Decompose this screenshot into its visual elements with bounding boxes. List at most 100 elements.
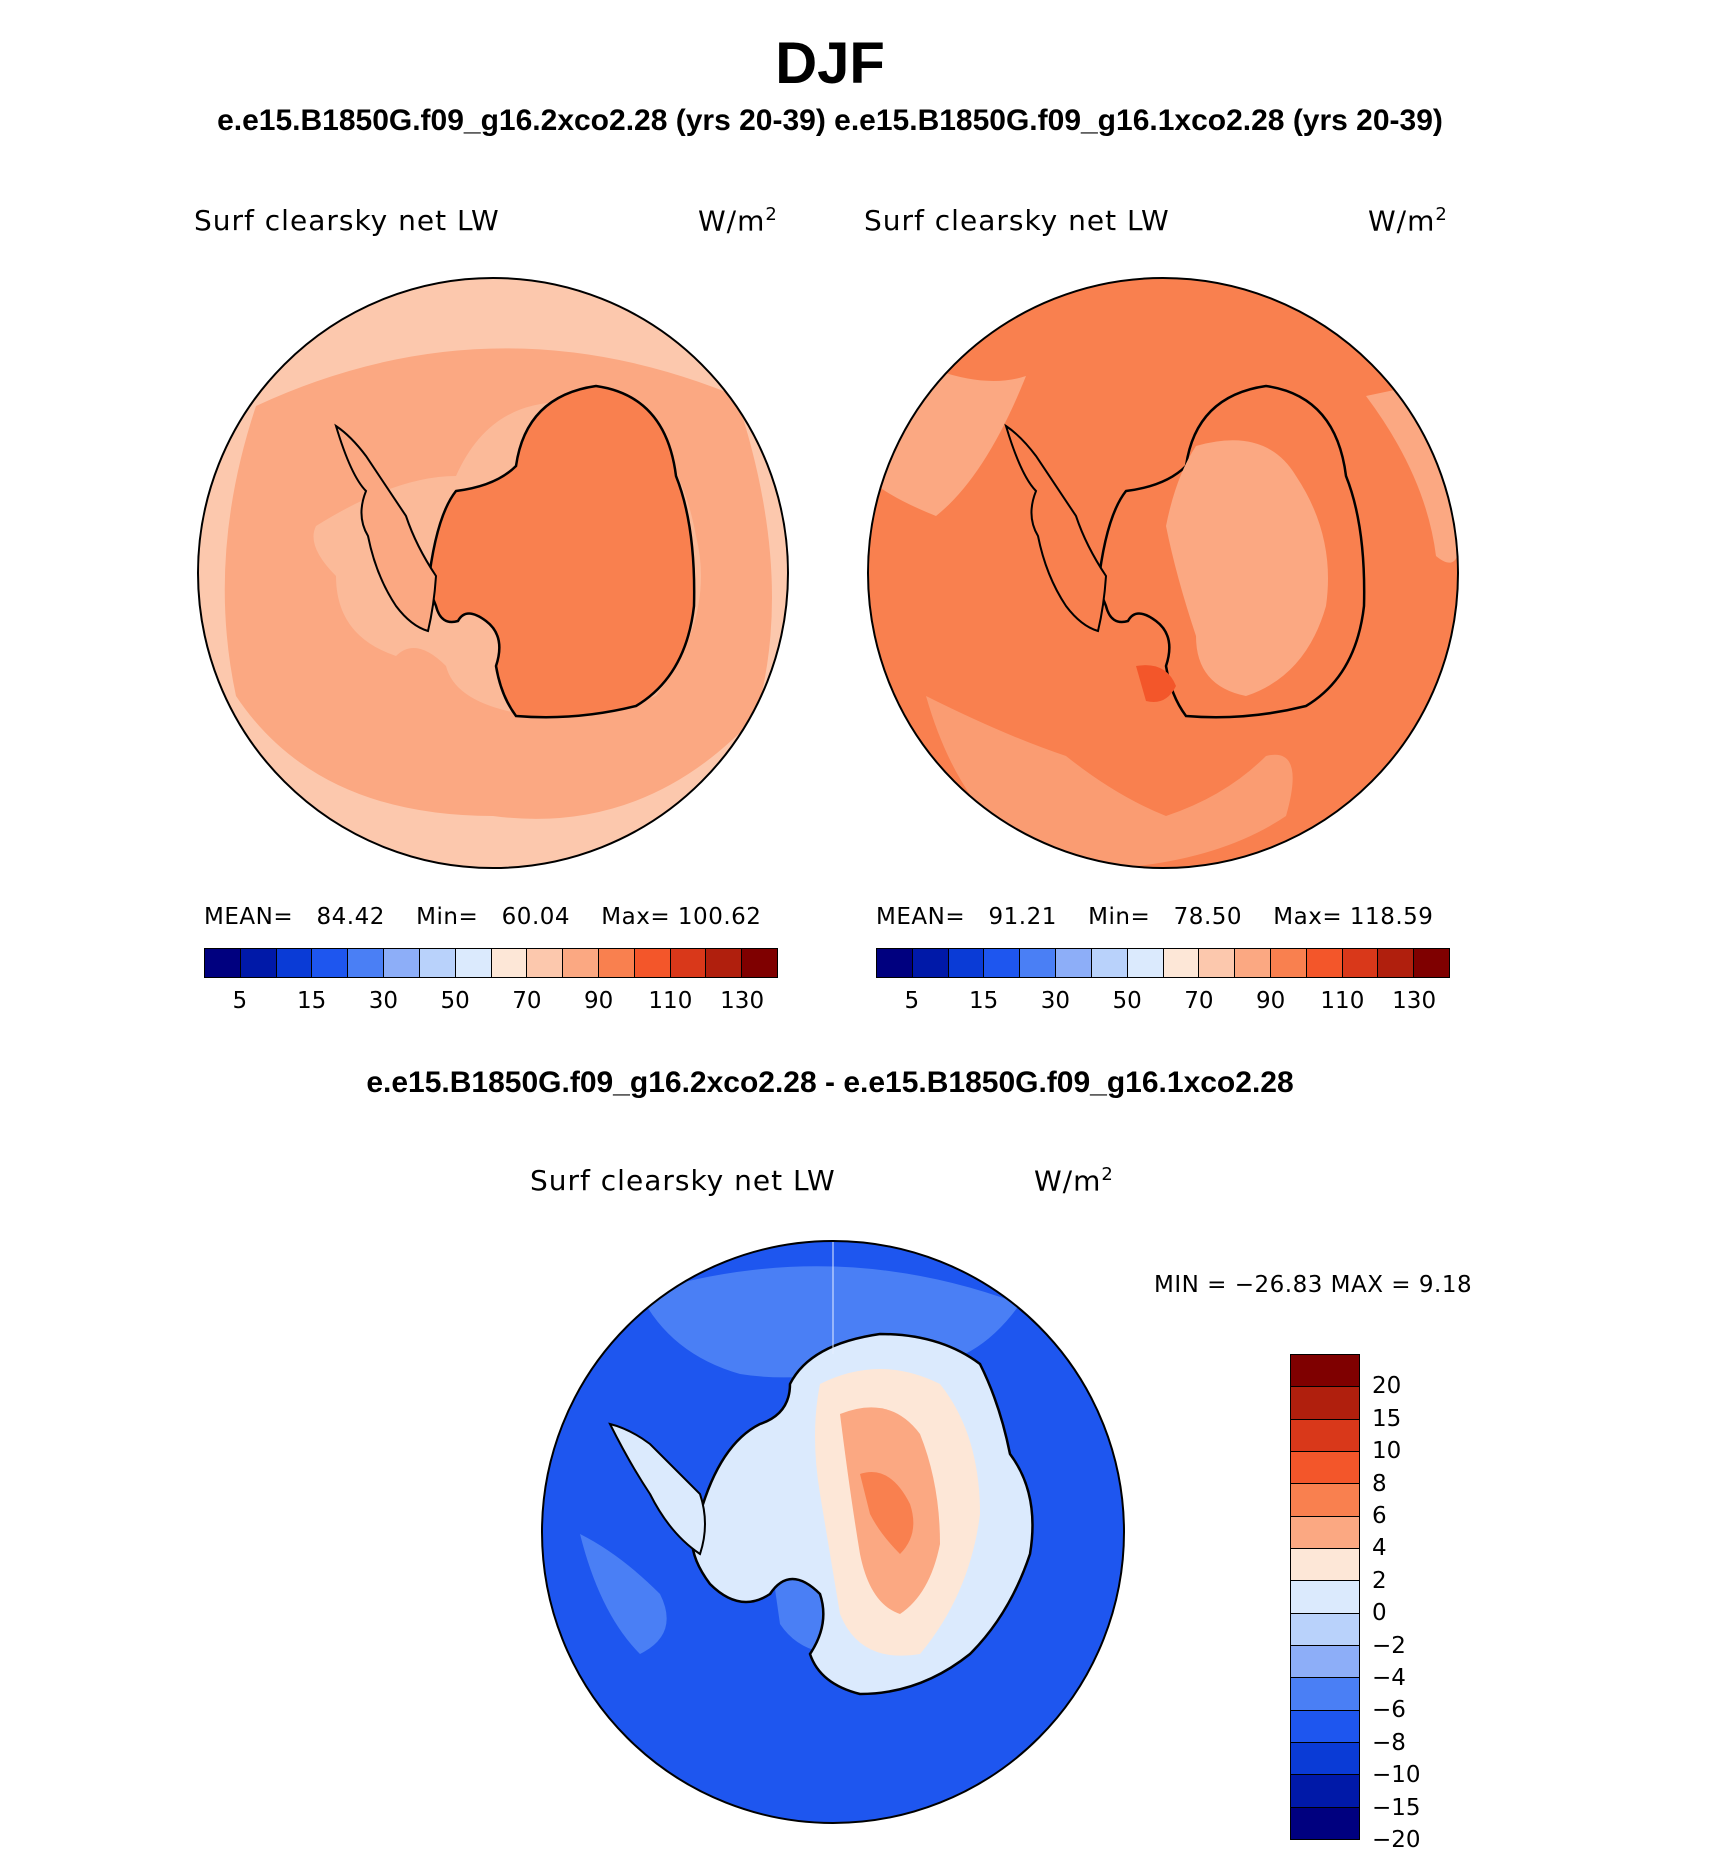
panel2-map bbox=[867, 277, 1459, 869]
diff-colorbar-tick-label: 8 bbox=[1372, 1470, 1387, 1497]
panel1-colorbar-tick-label: 70 bbox=[512, 988, 542, 1014]
panel2-colorbar-tick-label: 50 bbox=[1112, 988, 1142, 1014]
diff-colorbar-tick-label: 0 bbox=[1372, 1600, 1387, 1627]
panel1-map-border bbox=[197, 277, 789, 869]
panel2-map-border bbox=[867, 277, 1459, 869]
panel1-colorbar-tick-label: 90 bbox=[583, 988, 614, 1014]
panel2-peninsula bbox=[1004, 423, 1108, 633]
difference-header: e.e15.B1850G.f09_g16.2xco2.28 - e.e15.B1… bbox=[366, 1066, 1294, 1099]
diff-colorbar-tick-label: 15 bbox=[1372, 1405, 1402, 1432]
diff-units-exp: 2 bbox=[1101, 1164, 1114, 1185]
diff-colorbar-tick-label: −8 bbox=[1372, 1729, 1406, 1756]
panel1-colorbar-swatch bbox=[419, 949, 456, 977]
panel2-colorbar-swatch bbox=[984, 949, 1021, 977]
diff-colorbar-swatch bbox=[1291, 1516, 1359, 1549]
panel1-colorbar-swatch bbox=[384, 949, 420, 977]
panel2-colorbar-swatch bbox=[1199, 949, 1236, 977]
diff-colorbar-tick-label: 2 bbox=[1372, 1567, 1387, 1594]
panel2-colorbar-swatch bbox=[1163, 949, 1200, 977]
diff-colorbar-tick-label: 6 bbox=[1372, 1503, 1387, 1529]
panel2-colorbar-swatch bbox=[912, 949, 949, 977]
panel1-colorbar-tick-label: 130 bbox=[720, 988, 765, 1014]
diff-colorbar-tick-label: −4 bbox=[1372, 1665, 1406, 1691]
panel1-max-label: Max= bbox=[601, 904, 671, 930]
panel2-mean-label: MEAN= bbox=[876, 904, 966, 930]
panel1-colorbar-swatch bbox=[240, 949, 277, 977]
panel2-colorbar-tick-label: 30 bbox=[1040, 988, 1071, 1014]
panel2-land-interior bbox=[1166, 440, 1328, 696]
panel1-colorbar bbox=[204, 948, 778, 978]
diff-peninsula bbox=[608, 1422, 706, 1556]
panel1-min-value: 60.04 bbox=[501, 904, 571, 930]
diff-colorbar-tick-label: −2 bbox=[1372, 1632, 1406, 1659]
diff-variable-label: Surf clearsky net LW bbox=[530, 1164, 836, 1197]
diff-colorbar-swatch bbox=[1291, 1451, 1359, 1485]
diff-colorbar-swatch bbox=[1291, 1775, 1359, 1808]
diff-colorbar-swatch bbox=[1291, 1710, 1359, 1743]
diff-colorbar-ticks: 20 15 10 8 6 4 2 0 −2 −4 −6 −8 −10 −15 −20 bbox=[1372, 1354, 1432, 1853]
panel2-units-exp: 2 bbox=[1435, 204, 1448, 225]
panel1-colorbar-swatch bbox=[598, 949, 635, 977]
diff-ocean-light-west bbox=[580, 1534, 667, 1654]
panel1-max-value: 100.62 bbox=[677, 904, 762, 930]
panel1-antarctica bbox=[426, 384, 696, 719]
panel1-colorbar-swatch bbox=[563, 949, 599, 977]
panel1-units-label: W/m2 bbox=[698, 204, 778, 237]
panel1-mean-value: 84.42 bbox=[316, 904, 385, 930]
diff-units-label: W/m2 bbox=[1034, 1164, 1114, 1197]
panel2-colorbar-swatch bbox=[877, 949, 913, 977]
panel1-colorbar-tick-label: 30 bbox=[368, 988, 399, 1014]
panel2-units: W/m bbox=[1368, 204, 1436, 238]
panel1-colorbar-swatch bbox=[706, 949, 743, 977]
panel1-peninsula bbox=[334, 423, 438, 633]
diff-colorbar-swatch bbox=[1291, 1355, 1359, 1388]
diff-colorbar-swatch bbox=[1291, 1807, 1359, 1839]
panel2-colorbar-ticks: 5 15 30 50 70 90 110 130 bbox=[876, 988, 1450, 1018]
panel1-mean-label: MEAN= bbox=[204, 904, 294, 930]
panel1-colorbar-swatch bbox=[455, 949, 492, 977]
panel1-colorbar-swatch bbox=[527, 949, 564, 977]
panel1-colorbar-tick-label: 15 bbox=[296, 988, 327, 1014]
panel2-colorbar-swatch bbox=[1342, 949, 1379, 977]
panel2-colorbar-swatch bbox=[1306, 949, 1343, 977]
diff-colorbar-swatch bbox=[1291, 1581, 1359, 1614]
panel1-units-exp: 2 bbox=[765, 204, 778, 225]
panel1-stats: MEAN= 84.42 Min= 60.04 Max= 100.62 bbox=[204, 904, 761, 930]
diff-colorbar-tick-label: 10 bbox=[1372, 1438, 1402, 1465]
panel2-colorbar-swatch bbox=[948, 949, 985, 977]
panel2-min-value: 78.50 bbox=[1173, 904, 1243, 930]
panel2-stats: MEAN= 91.21 Min= 78.50 Max= 118.59 bbox=[876, 904, 1433, 930]
panel2-colorbar-swatch bbox=[1270, 949, 1307, 977]
panel2-max-value: 118.59 bbox=[1349, 904, 1434, 930]
panel2-colorbar-tick-label: 110 bbox=[1320, 988, 1365, 1014]
panel1-colorbar-swatch bbox=[205, 949, 241, 977]
diff-colorbar bbox=[1290, 1354, 1360, 1840]
panel2-colorbar-swatch bbox=[1127, 949, 1164, 977]
diff-colorbar-swatch bbox=[1291, 1742, 1359, 1776]
panel1-colorbar-swatch bbox=[634, 949, 671, 977]
panel2-hot-spot bbox=[1136, 665, 1176, 702]
panel1-colorbar-swatch bbox=[348, 949, 385, 977]
diff-colorbar-tick-label: −15 bbox=[1372, 1794, 1421, 1821]
panel2-colorbar-swatch bbox=[1020, 949, 1057, 977]
panel1-colorbar-swatch bbox=[742, 949, 777, 977]
season-title: DJF bbox=[775, 31, 885, 96]
panel1-min-label: Min= bbox=[416, 904, 479, 930]
diff-map bbox=[541, 1240, 1125, 1824]
panel2-ocean-light-south bbox=[926, 696, 1293, 868]
panel2-colorbar-swatch bbox=[1378, 949, 1415, 977]
panel2-colorbar bbox=[876, 948, 1450, 978]
panel1-colorbar-swatch bbox=[491, 949, 528, 977]
diff-colorbar-swatch bbox=[1291, 1678, 1359, 1711]
panel2-units-label: W/m2 bbox=[1368, 204, 1448, 237]
panel1-map bbox=[197, 277, 789, 869]
panel1-units: W/m bbox=[698, 204, 766, 238]
panel2-colorbar-tick-label: 15 bbox=[968, 988, 999, 1014]
panel2-colorbar-tick-label: 130 bbox=[1392, 988, 1437, 1014]
panel2-colorbar-swatch bbox=[1414, 949, 1449, 977]
diff-colorbar-tick-label: 4 bbox=[1372, 1535, 1387, 1562]
diff-land-hot bbox=[860, 1472, 914, 1554]
diff-colorbar-swatch bbox=[1291, 1387, 1359, 1420]
panel2-variable-label: Surf clearsky net LW bbox=[864, 204, 1170, 237]
panel2-colorbar-swatch bbox=[1056, 949, 1092, 977]
